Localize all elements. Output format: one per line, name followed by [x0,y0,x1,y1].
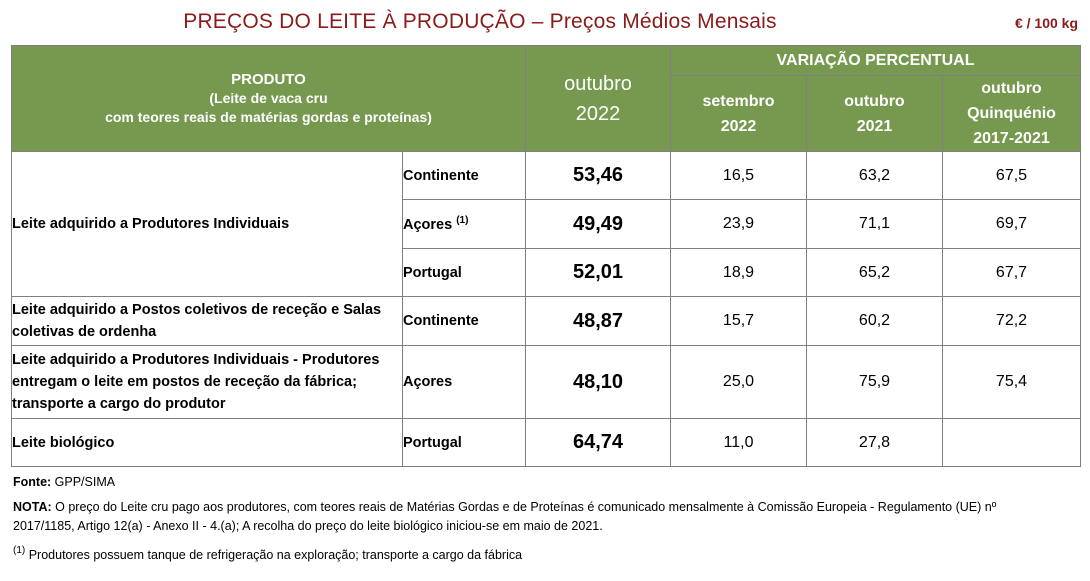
row-var-sep: 23,9 [670,199,807,249]
row-price: 52,01 [525,248,671,297]
footnote-mark: (1) [13,545,26,556]
table-row: Leite adquirido a Postos coletivos de re… [11,296,1081,346]
row-var-oct: 63,2 [806,151,943,200]
row-var-sep: 18,9 [670,248,807,297]
row-region: Portugal [402,418,526,467]
row-region: Açores (1) [402,199,526,249]
unit-label: € / 100 kg [1014,15,1078,31]
row-var-oct: 27,8 [806,418,943,467]
table-row: Açores (1) 49,49 23,9 71,1 69,7 [12,199,1081,249]
note-label: NOTA: [13,500,52,514]
row-description: Leite adquirido a Postos coletivos de re… [11,296,403,346]
general-note: NOTA: O preço do Leite cru pago aos prod… [13,498,1053,536]
table-row: Leite biológico Portugal 64,74 11,0 27,8 [11,418,1081,467]
row-var-sep: 16,5 [670,151,807,200]
row-var-oct: 65,2 [806,248,943,297]
header-month-year: 2022 [575,102,621,125]
title-subtitle: Preços Médios Mensais [549,10,777,33]
row-region: Açores [402,345,526,419]
row-price: 48,87 [525,296,671,346]
title-separator: – [525,10,550,33]
row-var-oct: 60,2 [806,296,943,346]
var-col-1-line2: 2022 [720,117,757,135]
var-col-2-line2: 2021 [856,117,893,135]
table-row: Leite adquirido a Produtores Individuais… [11,345,1081,419]
source-note: Fonte: GPP/SIMA [13,473,115,492]
row-price: 64,74 [525,418,671,467]
var-col-3-line1: outubro [981,80,1042,97]
header-var-quinquennium: outubro Quinquénio 2017-2021 [942,75,1081,152]
footnote-marker: (1) [456,215,469,226]
row-var-oct: 75,9 [806,345,943,419]
note-text: O preço do Leite cru pago aos produtores… [13,500,997,533]
row-var-quin: 69,7 [942,199,1081,249]
footnote-text: Produtores possuem tanque de refrigeraçã… [25,548,523,562]
header-product: PRODUTO (Leite de vaca cru com teores re… [11,45,526,152]
header-variation: VARIAÇÃO PERCENTUAL [670,45,1081,76]
header-var-sep2022: setembro 2022 [670,75,807,152]
row-region: Continente [402,151,526,200]
row-var-quin [942,418,1081,467]
source-text: GPP/SIMA [51,475,116,489]
header-month-label: outubro [564,72,632,95]
title-main: PREÇOS DO LEITE À PRODUÇÃO [183,10,526,33]
header-variation-label: VARIAÇÃO PERCENTUAL [776,51,975,69]
page-title: PREÇOS DO LEITE À PRODUÇÃO – Preços Médi… [0,10,960,34]
var-col-2-line1: outubro [844,92,905,110]
source-label: Fonte: [13,475,52,489]
header-month: outubro 2022 [525,45,671,152]
table-row: Leite adquirido a Produtores Individuais… [11,151,1081,297]
header-var-oct2021: outubro 2021 [806,75,943,152]
row-var-quin: 75,4 [942,345,1081,419]
row-region: Continente [402,296,526,346]
var-col-1-line1: setembro [702,92,775,110]
row-var-sep: 15,7 [670,296,807,346]
table-row: Portugal 52,01 18,9 65,2 67,7 [12,248,1081,297]
row-region-label: Açores [403,217,453,233]
row-var-sep: 25,0 [670,345,807,419]
row-var-quin: 72,2 [942,296,1081,346]
row-region: Portugal [402,248,526,297]
row-description: Leite adquirido a Produtores Individuais [11,151,403,297]
header-product-sub1: (Leite de vaca cru [209,90,328,106]
row-price: 53,46 [525,151,671,200]
row-var-sep: 11,0 [670,418,807,467]
header-product-title: PRODUTO [231,71,306,88]
row-var-oct: 71,1 [806,199,943,249]
header-product-sub2: com teores reais de matérias gordas e pr… [105,109,432,125]
footnote: (1) Produtores possuem tanque de refrige… [13,541,522,565]
row-price: 49,49 [525,199,671,249]
var-col-3-line2: Quinquénio [967,105,1056,122]
row-description: Leite adquirido a Produtores Individuais… [11,345,403,419]
var-col-3-line3: 2017-2021 [973,130,1050,147]
row-price: 48,10 [525,345,671,419]
row-var-quin: 67,7 [942,248,1081,297]
row-description: Leite biológico [11,418,403,467]
row-var-quin: 67,5 [942,151,1081,200]
price-table: PRODUTO (Leite de vaca cru com teores re… [11,45,1081,467]
